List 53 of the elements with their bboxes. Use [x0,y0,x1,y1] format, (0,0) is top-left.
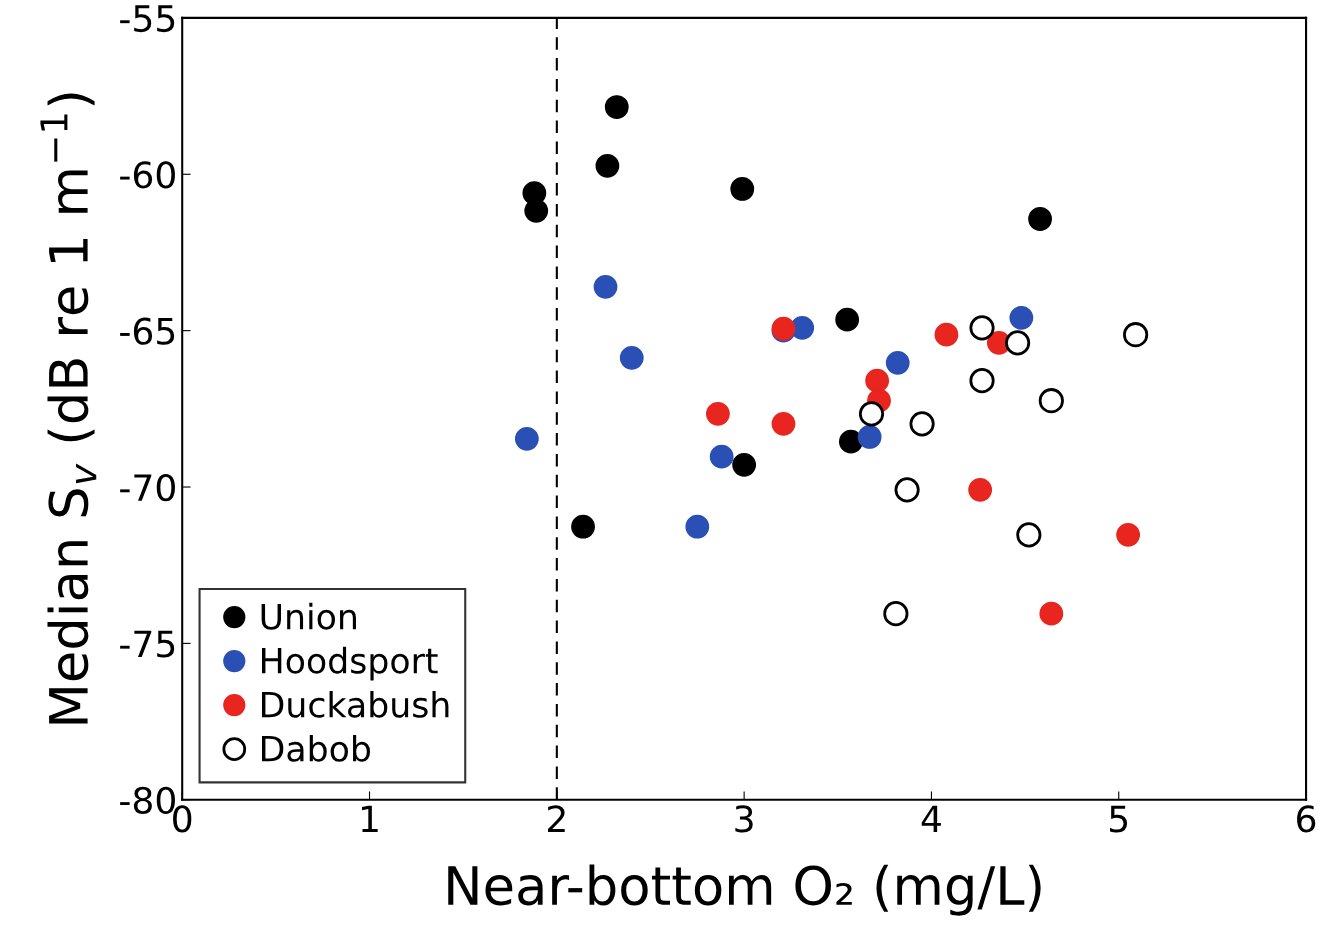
point [858,401,885,427]
point [1038,388,1064,414]
y-tick-label: -75 [120,630,175,658]
x-tick-label: 2 [547,805,565,833]
point [969,315,995,341]
point [1016,522,1042,548]
point [1009,305,1034,330]
legend-label: Dabob [262,734,371,762]
point [883,601,909,627]
y-tick-label: -80 [120,786,175,814]
point [604,95,629,119]
point [1123,322,1149,348]
x-tick-label: 1 [362,805,378,833]
point [524,198,549,223]
point [619,345,644,370]
y-tick-label: -55 [120,5,175,33]
x-tick-label: 5 [1110,805,1128,833]
point [968,477,993,502]
point [894,477,920,503]
point [969,368,995,394]
point [839,429,863,454]
point [857,425,882,449]
point [685,514,710,539]
x-tick-label: 0 [173,805,192,833]
x-tick-label: 3 [735,805,753,833]
point [909,411,935,437]
point [1005,330,1031,356]
point [835,307,860,332]
legend-label: Union [261,602,356,630]
point [885,350,910,375]
legend-label: Duckabush [262,690,449,718]
point [865,368,890,393]
point [732,452,757,477]
point [934,322,959,347]
y-axis-title: Median S$_{v}$ (dB re 1 m$^{−1}$) [40,93,97,724]
point [1039,601,1064,626]
point [514,426,539,451]
x-axis-title: Near-bottom O₂ (mg/L) [448,864,1041,916]
x-tick-label: 6 [1297,805,1316,833]
point [1028,207,1052,231]
y-tick-label: -65 [120,317,175,345]
point [595,153,620,178]
point [730,177,755,201]
point [593,274,618,299]
point [706,401,730,426]
legend-label: Hoodsport [262,646,438,681]
point [1116,522,1141,547]
point [771,411,796,436]
y-tick-label: -70 [120,473,175,502]
point [571,514,595,539]
y-tick-label: -60 [120,161,175,189]
point [709,444,734,469]
x-tick-label: 4 [921,805,941,833]
